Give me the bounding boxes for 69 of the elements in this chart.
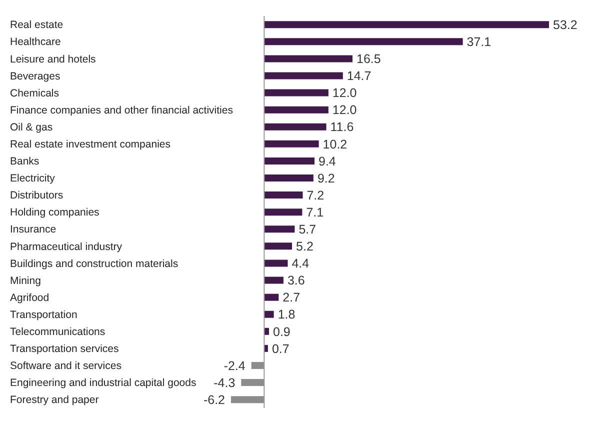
data-label: 0.7 — [272, 342, 290, 356]
y-tick-label: Oil & gas — [10, 121, 53, 134]
y-tick-label: Insurance — [10, 224, 56, 236]
data-label: 7.2 — [306, 188, 324, 202]
bar — [264, 208, 302, 216]
bar — [264, 21, 549, 28]
data-label: 53.2 — [553, 18, 578, 32]
bar — [264, 140, 319, 148]
data-label: 37.1 — [466, 35, 492, 50]
bar — [264, 226, 295, 233]
y-tick-label: Buildings and construction materials — [10, 258, 178, 270]
bar — [264, 344, 268, 352]
bar — [231, 396, 264, 404]
y-tick-label: Agrifood — [10, 292, 50, 304]
data-label: 14.7 — [346, 69, 372, 84]
y-tick-label: Real estate investment companies — [10, 138, 170, 150]
y-tick-label: Leisure and hotels — [10, 53, 96, 66]
bar — [264, 242, 292, 250]
data-label: -6.2 — [203, 392, 226, 407]
data-label: 9.2 — [317, 171, 335, 186]
data-label: 5.7 — [298, 222, 316, 237]
y-tick-label: Beverages — [10, 70, 60, 82]
bar — [264, 192, 303, 199]
data-label: 5.2 — [296, 240, 314, 254]
bar — [264, 55, 353, 62]
data-label: 11.6 — [330, 120, 354, 134]
data-label: 9.4 — [318, 154, 336, 168]
data-label: 12.0 — [332, 103, 357, 118]
data-label: -4.3 — [214, 376, 236, 390]
y-tick-label: Telecommunications — [10, 326, 106, 338]
bar — [264, 106, 328, 114]
bar — [251, 362, 264, 369]
y-tick-label: Real estate — [10, 19, 64, 32]
bar — [264, 72, 343, 80]
y-tick-label: Software and it services — [10, 360, 122, 372]
y-tick-label: Banks — [10, 156, 40, 168]
bar — [264, 38, 463, 46]
data-label: -2.4 — [224, 358, 246, 373]
y-tick-label: Finance companies and other financial activities — [10, 104, 233, 116]
data-label: 7.1 — [306, 205, 324, 220]
y-tick-label: Holding companies — [10, 206, 100, 219]
bar — [241, 379, 264, 386]
data-label: 0.9 — [273, 324, 290, 339]
y-tick-label: Chemicals — [10, 87, 60, 100]
bar — [264, 123, 326, 130]
data-label: 16.5 — [356, 52, 381, 66]
data-label: 1.8 — [278, 308, 296, 322]
y-tick-label: Transportation — [10, 308, 78, 321]
bar — [264, 89, 328, 96]
bar — [264, 328, 270, 335]
bar — [264, 310, 274, 318]
data-label: 3.6 — [287, 274, 305, 288]
bar — [264, 174, 314, 182]
bar — [264, 260, 288, 267]
y-tick-label: Mining — [10, 274, 42, 287]
data-label: 2.7 — [282, 290, 300, 305]
y-tick-label: Healthcare — [10, 36, 61, 48]
y-tick-label: Pharmaceutical industry — [10, 240, 123, 253]
bar — [264, 276, 284, 284]
y-tick-label: Distributors — [10, 190, 64, 202]
bar — [264, 157, 315, 164]
data-label: 10.2 — [322, 137, 348, 152]
data-label: 4.4 — [292, 256, 310, 271]
y-tick-label: Forestry and paper — [10, 394, 100, 406]
data-label: 12.0 — [332, 86, 357, 100]
y-tick-label: Transportation services — [10, 343, 119, 356]
y-tick-label: Electricity — [10, 172, 56, 185]
bar — [264, 294, 279, 301]
y-tick-label: Engineering and industrial capital goods — [10, 377, 196, 390]
